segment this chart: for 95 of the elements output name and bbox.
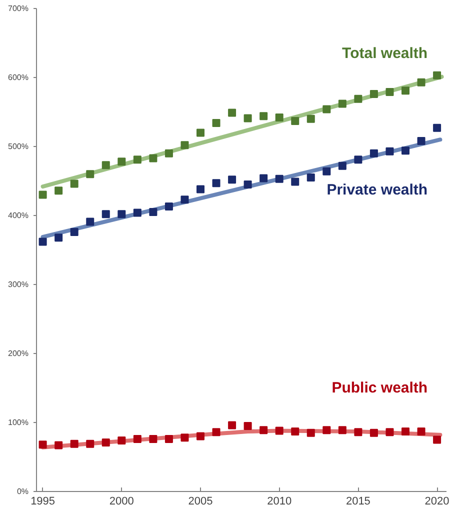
point	[54, 186, 63, 195]
point	[54, 441, 63, 450]
point	[164, 435, 173, 444]
point	[228, 108, 236, 117]
point	[244, 180, 252, 188]
x-tick-label: 2005	[188, 496, 213, 508]
point	[164, 149, 173, 158]
point	[402, 146, 410, 155]
point	[354, 428, 362, 436]
x-tick-label: 1995	[30, 496, 56, 508]
point	[322, 426, 331, 434]
point	[118, 158, 126, 166]
point	[386, 428, 394, 436]
point	[102, 210, 110, 218]
point	[338, 426, 346, 434]
point	[70, 228, 78, 236]
point	[70, 440, 78, 448]
point	[417, 136, 426, 145]
point	[260, 112, 268, 120]
point	[118, 210, 126, 218]
point	[275, 174, 284, 183]
point	[402, 86, 410, 95]
point	[212, 428, 220, 436]
point	[244, 114, 252, 122]
point	[370, 428, 378, 437]
x-tick-label: 2000	[109, 496, 134, 508]
point	[228, 421, 236, 430]
point	[180, 141, 189, 150]
point	[212, 119, 220, 128]
point	[244, 422, 252, 430]
point	[70, 180, 78, 188]
point	[212, 179, 220, 188]
point	[260, 426, 268, 434]
text: Public wealth	[332, 379, 428, 396]
point	[417, 427, 426, 436]
y-tick-label: 700%	[8, 4, 29, 13]
point	[38, 440, 47, 449]
point	[322, 105, 331, 114]
point	[322, 167, 331, 176]
point	[370, 90, 378, 98]
point	[275, 114, 284, 122]
point	[386, 147, 394, 156]
point	[354, 94, 362, 103]
point	[260, 174, 268, 182]
point	[228, 176, 236, 184]
point	[86, 170, 94, 178]
point	[338, 162, 346, 170]
point	[417, 78, 426, 86]
point	[291, 178, 300, 186]
series-label: Private wealth	[326, 181, 428, 198]
point	[196, 185, 204, 194]
point	[86, 218, 94, 226]
point	[118, 436, 126, 444]
point	[196, 128, 204, 137]
point	[180, 434, 189, 442]
point	[291, 427, 300, 436]
point	[275, 426, 284, 435]
y-tick-label: 500%	[8, 142, 29, 151]
point	[338, 100, 346, 108]
point	[291, 116, 300, 125]
point	[149, 208, 158, 216]
y-tick-label: 100%	[8, 418, 29, 427]
y-tick-label: 0%	[16, 487, 28, 496]
point	[370, 149, 378, 158]
series-label: Total wealth	[342, 44, 428, 62]
point	[306, 428, 315, 437]
y-tick-label: 400%	[8, 211, 29, 220]
x-tick-label: 2020	[424, 496, 450, 508]
point	[354, 156, 362, 164]
y-tick-label: 200%	[8, 349, 29, 358]
point	[433, 71, 442, 80]
y-tick-label: 300%	[8, 280, 29, 289]
point	[433, 436, 442, 444]
y-tick-label: 600%	[8, 73, 29, 82]
point	[149, 154, 158, 162]
point	[386, 88, 394, 96]
point	[102, 438, 110, 447]
point	[180, 196, 189, 204]
x-tick-label: 2015	[346, 496, 370, 508]
point	[196, 432, 204, 440]
point	[149, 435, 158, 444]
point	[38, 190, 47, 199]
point	[133, 435, 142, 444]
point	[433, 124, 442, 132]
point	[402, 427, 410, 436]
point	[133, 156, 142, 164]
x-tick-label: 2010	[267, 496, 292, 508]
point	[306, 114, 315, 123]
point	[86, 440, 94, 448]
point	[102, 161, 110, 170]
point	[133, 208, 142, 217]
point	[306, 174, 315, 182]
point	[38, 238, 47, 246]
point	[54, 234, 63, 242]
point	[164, 202, 173, 211]
